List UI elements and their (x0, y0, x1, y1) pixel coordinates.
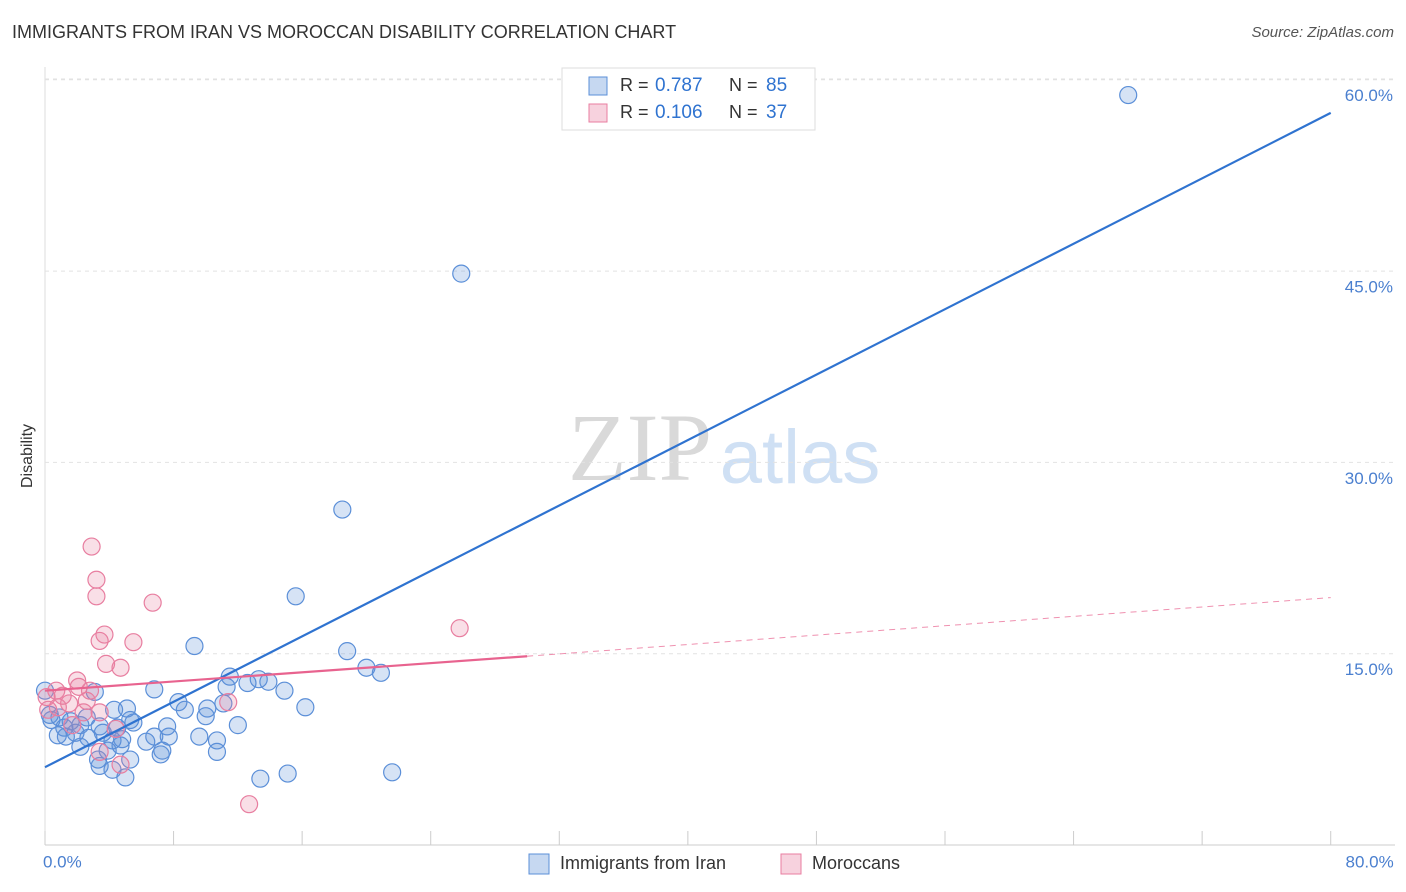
legend-label: Immigrants from Iran (560, 853, 726, 873)
point (286, 587, 305, 606)
y-axis-label: Disability (19, 424, 36, 488)
legend-n: 85 (766, 75, 787, 96)
watermark: ZIP (568, 394, 712, 501)
legend-n-label: N = (729, 75, 758, 95)
point (87, 570, 106, 589)
point (137, 732, 156, 751)
point (60, 694, 79, 713)
legend-r-label: R = (620, 102, 649, 122)
x-tick-label: 80.0% (1346, 852, 1394, 871)
point (90, 631, 109, 651)
point (143, 593, 162, 612)
point (338, 642, 357, 661)
point (452, 264, 471, 283)
point (278, 764, 297, 783)
point (113, 730, 132, 749)
point (251, 769, 270, 788)
legend-swatch (588, 103, 608, 123)
point (111, 658, 130, 677)
point (111, 755, 130, 774)
point (190, 727, 209, 746)
point (39, 700, 58, 719)
point (383, 763, 402, 782)
point (196, 707, 215, 726)
y-tick-label: 60.0% (1345, 86, 1393, 105)
y-tick-label: 15.0% (1345, 660, 1393, 679)
point (1119, 85, 1138, 105)
point (90, 703, 109, 722)
point (121, 750, 140, 769)
point (48, 726, 67, 745)
point (259, 672, 278, 691)
legend-label: Moroccans (812, 853, 900, 873)
point (105, 700, 124, 719)
point (275, 681, 294, 700)
legend-r: 0.106 (655, 102, 703, 123)
point (238, 673, 257, 693)
legend-n: 37 (766, 102, 787, 123)
legend-box (561, 67, 816, 131)
point (207, 731, 227, 750)
trend-line (44, 655, 528, 692)
legend-n-label: N = (729, 102, 758, 122)
legend-r: 0.787 (655, 75, 703, 96)
point (185, 636, 204, 656)
trend-line (527, 597, 1331, 657)
legend-swatch (528, 853, 550, 875)
point (96, 654, 116, 673)
point (82, 537, 101, 556)
y-tick-label: 30.0% (1345, 469, 1393, 488)
point (217, 677, 236, 696)
y-tick-label: 45.0% (1345, 278, 1393, 297)
point (333, 500, 352, 519)
point (74, 703, 93, 722)
legend-r-label: R = (620, 75, 649, 95)
trend-line (44, 111, 1332, 769)
point (175, 700, 194, 719)
source: Source: ZipAtlas.com (1251, 24, 1394, 41)
watermark: atlas (720, 415, 881, 500)
legend-swatch (780, 853, 802, 875)
point (296, 698, 315, 717)
point (198, 699, 217, 718)
chart-title: IMMIGRANTS FROM IRAN VS MOROCCAN DISABIL… (12, 22, 676, 42)
point (124, 633, 143, 652)
legend-swatch (588, 76, 608, 96)
point (77, 691, 96, 710)
point (87, 587, 106, 606)
point (145, 680, 164, 699)
series-points (37, 537, 469, 814)
point (90, 742, 109, 761)
point (63, 716, 82, 735)
x-tick-label: 0.0% (43, 852, 82, 871)
point (151, 745, 170, 764)
point (240, 795, 259, 814)
point (228, 716, 247, 735)
point (450, 619, 469, 638)
point (371, 663, 390, 682)
point (219, 693, 238, 712)
